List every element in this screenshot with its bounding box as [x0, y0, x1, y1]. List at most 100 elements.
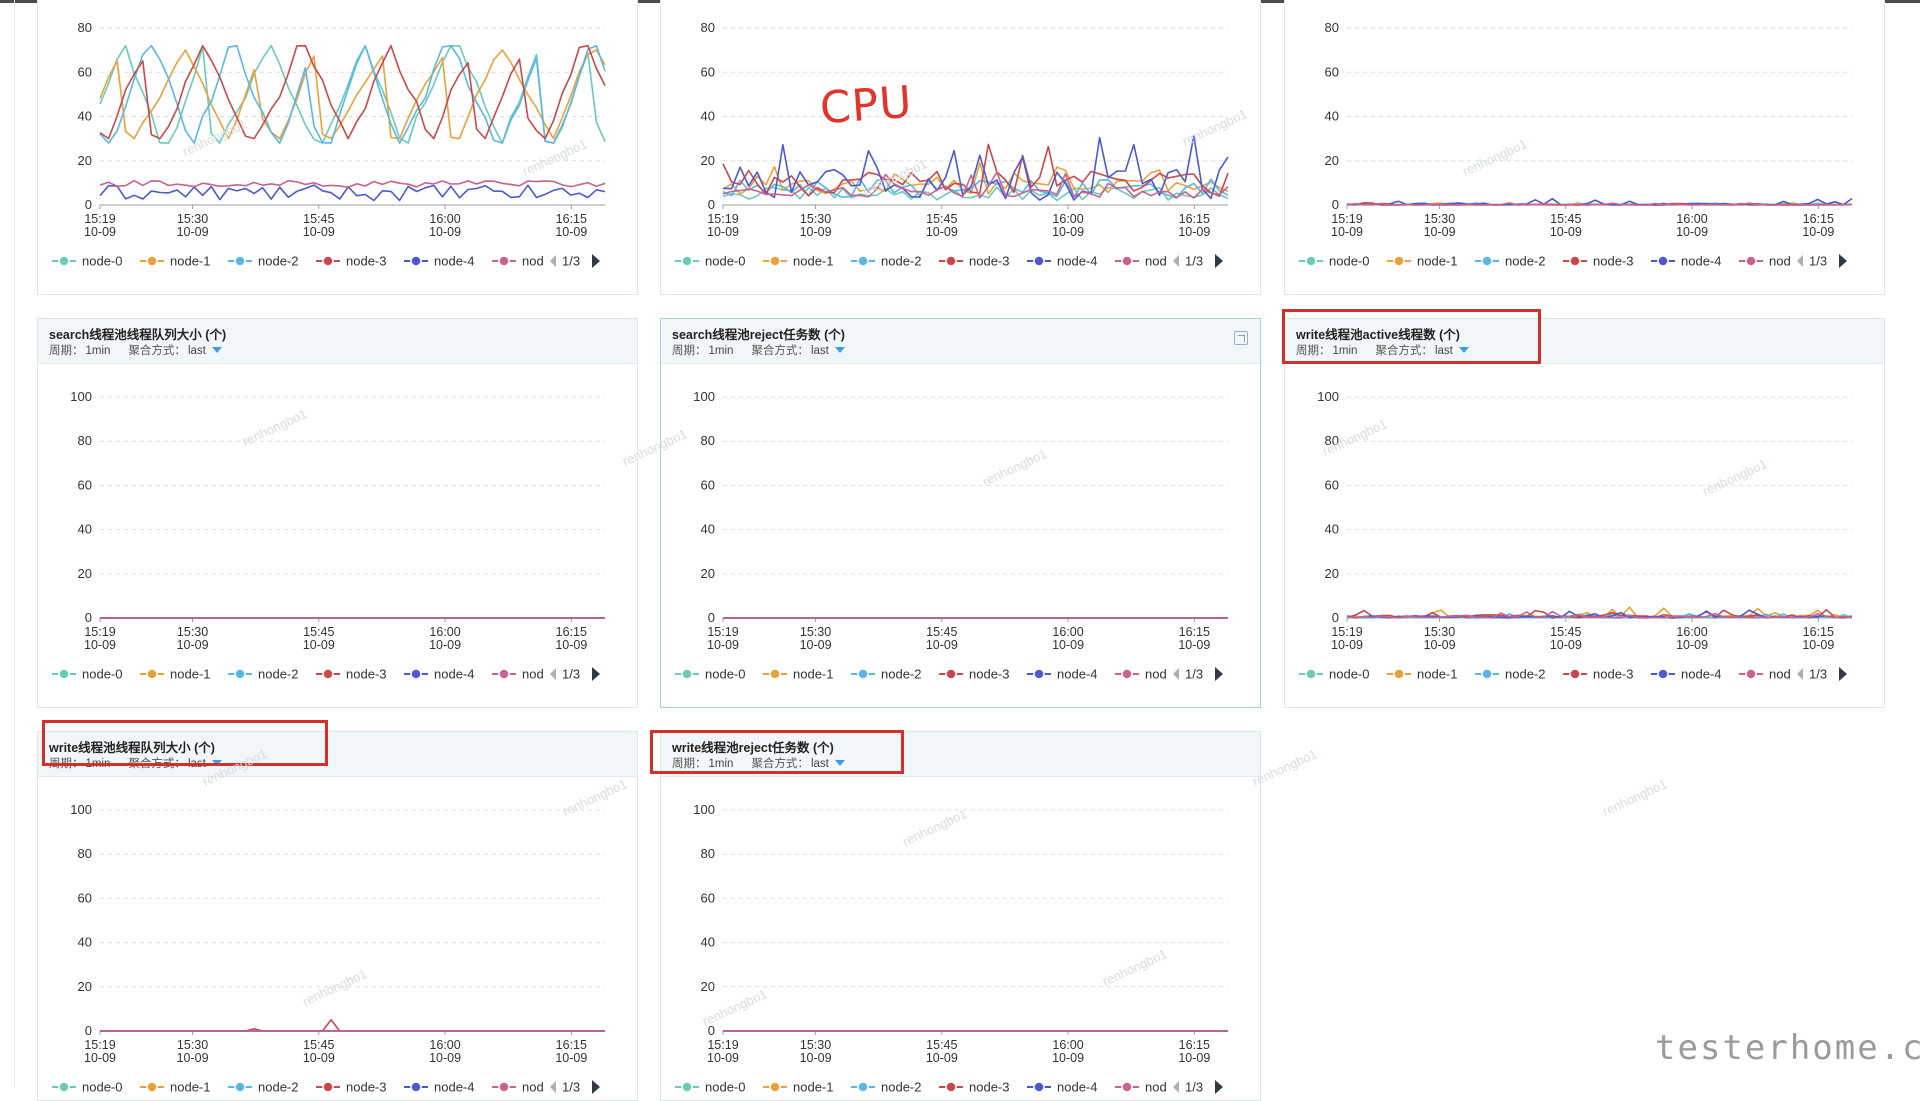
legend-item-node-1[interactable]: node-1	[763, 667, 833, 682]
legend-item-node-3[interactable]: node-3	[939, 667, 1009, 682]
next-page-icon[interactable]	[592, 667, 600, 681]
legend-item-node-1[interactable]: node-1	[763, 254, 833, 269]
legend-item-node-1[interactable]: node-1	[1387, 254, 1457, 269]
legend-item-node-4[interactable]: node-4	[1027, 254, 1097, 269]
prev-page-icon[interactable]	[1797, 255, 1803, 267]
legend-pager: 1/3	[562, 254, 580, 269]
legend-marker	[1305, 668, 1317, 680]
legend-item-node-2[interactable]: node-2	[1475, 667, 1545, 682]
prev-page-icon[interactable]	[550, 668, 556, 680]
legend-item-node-2[interactable]: node-2	[228, 1080, 298, 1095]
legend-item-nod[interactable]: nod	[1115, 254, 1167, 269]
legend-item-node-4[interactable]: node-4	[1027, 1080, 1097, 1095]
prev-page-icon[interactable]	[1173, 668, 1179, 680]
legend-item-node-4[interactable]: node-4	[1027, 667, 1097, 682]
next-page-icon[interactable]	[1215, 1080, 1223, 1094]
y-tick-label: 0	[708, 1023, 715, 1038]
legend-marker	[681, 668, 693, 680]
legend-label: node-2	[881, 254, 921, 269]
agg-select[interactable]: last	[810, 345, 829, 357]
chevron-down-icon[interactable]	[834, 347, 845, 353]
legend-label: nod	[522, 254, 544, 269]
legend-item-node-1[interactable]: node-1	[763, 1080, 833, 1095]
legend-item-node-0[interactable]: node-0	[675, 254, 745, 269]
legend-item-node-3[interactable]: node-3	[1563, 667, 1633, 682]
x-tick-date: 10-09	[707, 638, 739, 652]
prev-page-icon[interactable]	[1797, 668, 1803, 680]
next-page-icon[interactable]	[592, 1080, 600, 1094]
legend-item-node-4[interactable]: node-4	[1651, 254, 1721, 269]
y-tick-label: 60	[78, 64, 92, 79]
legend-item-nod[interactable]: nod	[1739, 667, 1791, 682]
legend-item-node-0[interactable]: node-0	[52, 1080, 122, 1095]
legend-label: node-2	[258, 254, 298, 269]
next-page-icon[interactable]	[592, 254, 600, 268]
y-tick-label: 80	[701, 20, 715, 35]
prev-page-icon[interactable]	[1173, 1081, 1179, 1093]
legend-item-node-3[interactable]: node-3	[939, 1080, 1009, 1095]
prev-page-icon[interactable]	[550, 255, 556, 267]
legend-item-nod[interactable]: nod	[492, 1080, 544, 1095]
legend-item-nod[interactable]: nod	[1115, 1080, 1167, 1095]
legend-item-node-4[interactable]: node-4	[404, 254, 474, 269]
series-line-nod	[1346, 610, 1853, 619]
legend-item-node-2[interactable]: node-2	[228, 254, 298, 269]
x-tick-time: 15:45	[303, 212, 334, 226]
legend-item-node-0[interactable]: node-0	[1299, 667, 1369, 682]
next-page-icon[interactable]	[1215, 667, 1223, 681]
legend-item-node-4[interactable]: node-4	[404, 667, 474, 682]
legend-pager: 1/3	[1185, 1080, 1203, 1095]
agg-select[interactable]: last	[187, 345, 206, 357]
legend-item-node-1[interactable]: node-1	[140, 254, 210, 269]
x-tick-time: 15:30	[800, 1038, 831, 1052]
legend-item-node-2[interactable]: node-2	[851, 254, 921, 269]
legend-item-node-3[interactable]: node-3	[939, 254, 1009, 269]
y-tick-label: 0	[85, 197, 92, 212]
legend-item-node-0[interactable]: node-0	[52, 254, 122, 269]
chevron-down-icon[interactable]	[1458, 347, 1469, 353]
legend-item-node-0[interactable]: node-0	[675, 667, 745, 682]
legend-item-node-2[interactable]: node-2	[851, 1080, 921, 1095]
legend-item-node-4[interactable]: node-4	[1651, 667, 1721, 682]
prev-page-icon[interactable]	[1173, 255, 1179, 267]
legend-label: node-0	[705, 1080, 745, 1095]
legend-item-nod[interactable]: nod	[1739, 254, 1791, 269]
y-tick-label: 100	[1317, 389, 1339, 404]
left-edge	[14, 0, 15, 1088]
prev-page-icon[interactable]	[550, 1081, 556, 1093]
legend-label: node-0	[82, 1080, 122, 1095]
legend-item-node-3[interactable]: node-3	[316, 667, 386, 682]
next-page-icon[interactable]	[1215, 254, 1223, 268]
legend-item-node-3[interactable]: node-3	[1563, 254, 1633, 269]
next-page-icon[interactable]	[1839, 254, 1847, 268]
legend-item-node-2[interactable]: node-2	[851, 667, 921, 682]
series-line-node-0	[722, 186, 1229, 202]
legend-item-node-2[interactable]: node-2	[1475, 254, 1545, 269]
legend-item-node-1[interactable]: node-1	[140, 1080, 210, 1095]
legend-item-nod[interactable]: nod	[1115, 667, 1167, 682]
legend-item-node-3[interactable]: node-3	[316, 1080, 386, 1095]
y-tick-label: 80	[78, 20, 92, 35]
legend-item-node-0[interactable]: node-0	[1299, 254, 1369, 269]
next-page-icon[interactable]	[1839, 667, 1847, 681]
legend-item-node-1[interactable]: node-1	[1387, 667, 1457, 682]
legend-item-node-2[interactable]: node-2	[228, 667, 298, 682]
agg-select[interactable]: last	[1434, 345, 1453, 357]
legend-item-node-3[interactable]: node-3	[316, 254, 386, 269]
agg-select[interactable]: last	[810, 758, 829, 770]
panel-header: write线程池active线程数 (个) 周期： 1min 聚合方式： last	[1285, 319, 1884, 364]
expand-icon[interactable]	[1234, 331, 1248, 345]
legend-item-nod[interactable]: nod	[492, 254, 544, 269]
series-line-nod	[1346, 202, 1853, 206]
chevron-down-icon[interactable]	[211, 347, 222, 353]
x-tick-time: 16:15	[556, 625, 587, 639]
legend-item-node-0[interactable]: node-0	[675, 1080, 745, 1095]
legend-item-node-1[interactable]: node-1	[140, 667, 210, 682]
y-tick-label: 100	[70, 389, 92, 404]
x-tick-date: 10-09	[800, 1051, 832, 1065]
chevron-down-icon[interactable]	[834, 760, 845, 766]
legend-item-node-0[interactable]: node-0	[52, 667, 122, 682]
chart-title: search线程池reject任务数 (个)	[672, 328, 845, 342]
legend-item-node-4[interactable]: node-4	[404, 1080, 474, 1095]
legend-item-nod[interactable]: nod	[492, 667, 544, 682]
